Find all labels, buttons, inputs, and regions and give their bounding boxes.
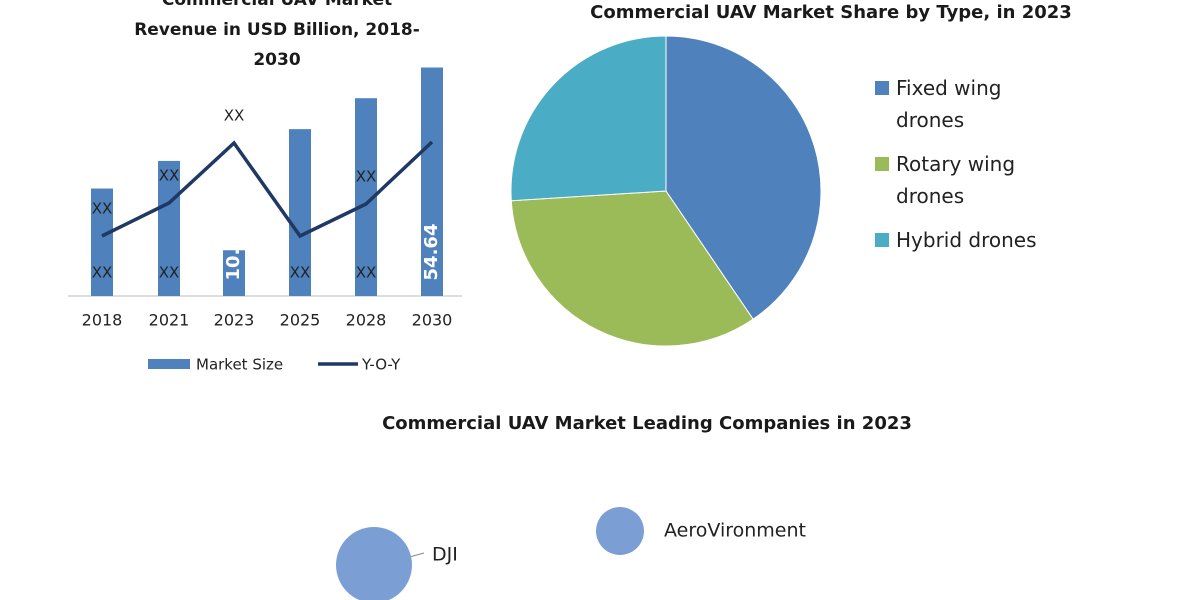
bubble-label: AeroVironment	[664, 520, 806, 542]
data-label: 10.94	[223, 224, 244, 281]
x-tick-label: 2030	[412, 311, 453, 330]
x-tick-label: 2021	[149, 311, 190, 330]
data-label: XX	[290, 264, 311, 282]
data-label: XX	[224, 107, 245, 125]
bubble-label: DJI	[432, 544, 458, 566]
bar	[355, 98, 377, 296]
data-label: XX	[159, 264, 180, 282]
bar	[223, 250, 245, 296]
legend-label: Fixed wing drones	[896, 76, 1002, 132]
pie-slice	[665, 35, 822, 320]
chart-title: Commercial UAV Market Share by Type, in …	[590, 2, 1072, 23]
x-tick-label: 2018	[82, 311, 123, 330]
legend-label: Rotary wing drones	[896, 152, 1016, 208]
legend-swatch	[148, 359, 190, 369]
pie-slice	[510, 190, 754, 347]
bubble	[336, 527, 412, 600]
x-tick-label: 2028	[346, 311, 387, 330]
x-tick-label: 2025	[280, 311, 321, 330]
data-label: XX	[356, 264, 377, 282]
line	[101, 140, 434, 239]
bar	[289, 129, 311, 296]
pie-slice	[510, 35, 667, 202]
data-label: XX	[92, 200, 113, 218]
data-label: 54.64	[421, 224, 442, 281]
legend-label: Y-O-Y	[361, 356, 401, 374]
chart-title: Commercial UAV Market Revenue in USD Bil…	[134, 0, 420, 70]
data-label: XX	[159, 167, 180, 185]
legend-swatch	[875, 81, 889, 95]
chart-title: Commercial UAV Market Leading Companies …	[382, 413, 912, 434]
bar	[91, 188, 113, 296]
bar	[158, 160, 180, 296]
x-tick-label: 2023	[214, 311, 255, 330]
bubble	[596, 507, 644, 555]
legend-swatch	[875, 233, 889, 247]
legend-label: Hybrid drones	[896, 228, 1037, 252]
data-label: XX	[356, 168, 377, 186]
bar	[421, 67, 443, 296]
legend-swatch	[875, 157, 889, 171]
data-label: XX	[92, 264, 113, 282]
legend-label: Market Size	[196, 356, 283, 374]
